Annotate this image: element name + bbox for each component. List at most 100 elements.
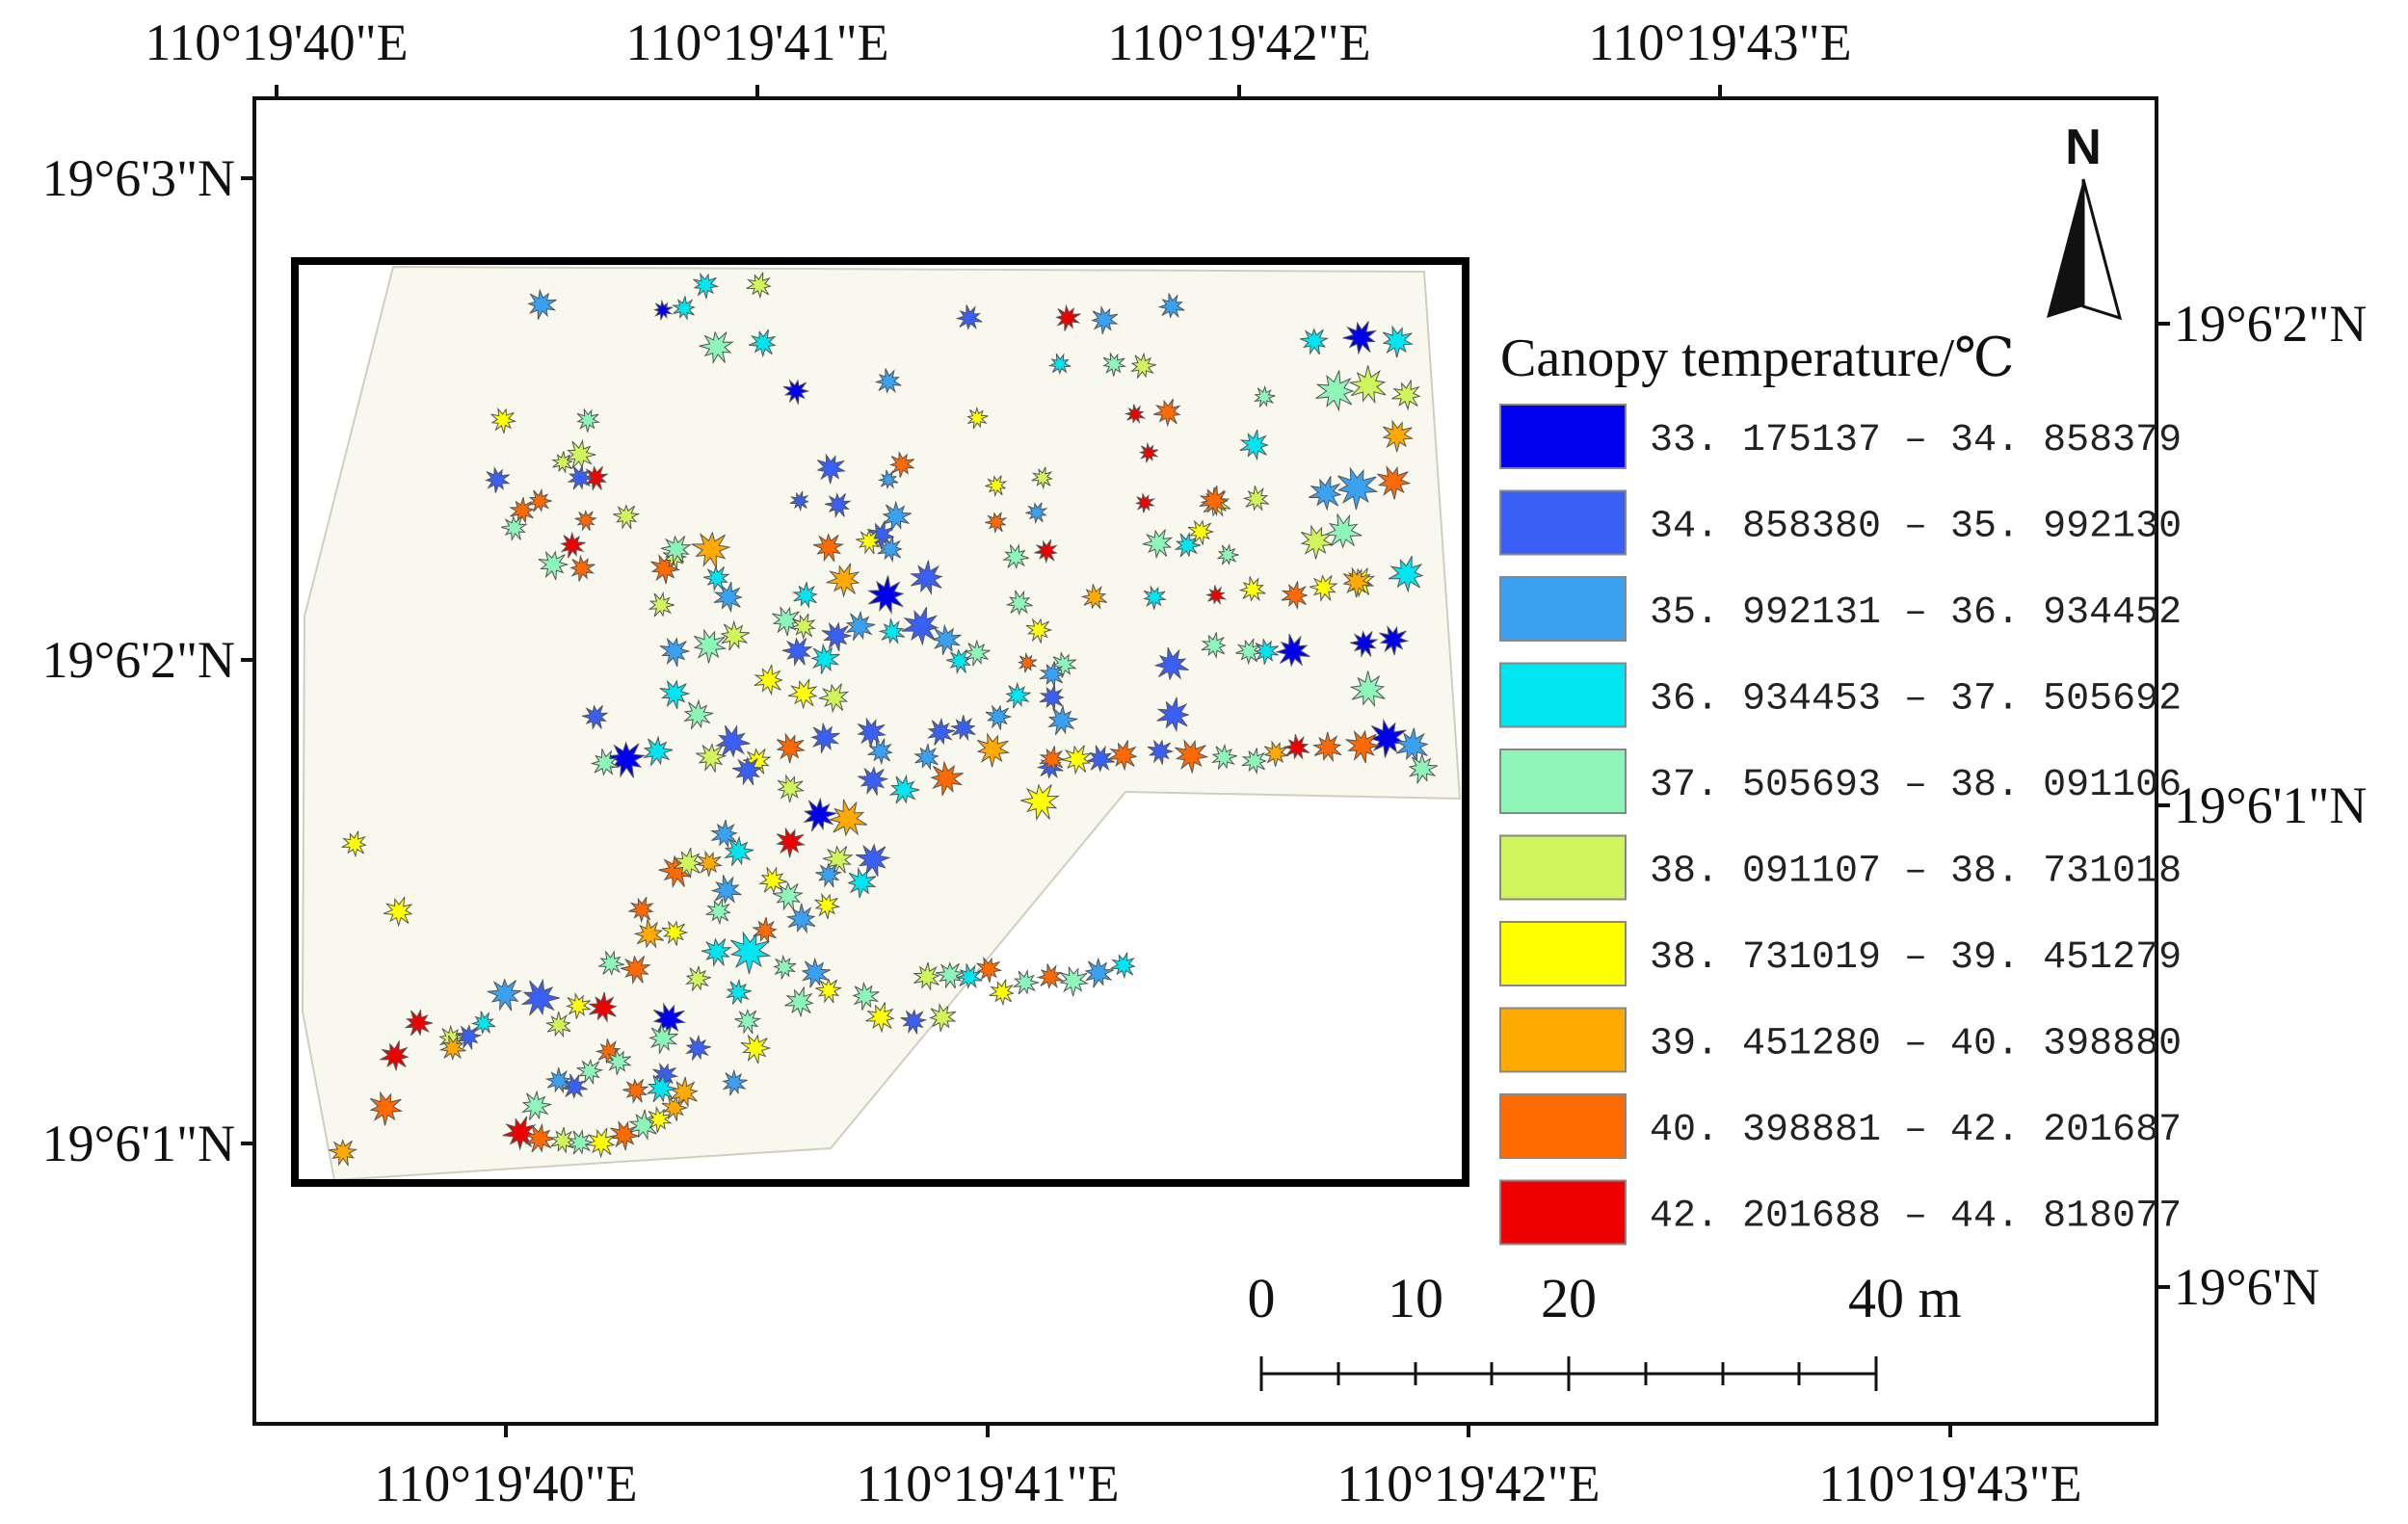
tree-crown xyxy=(966,406,989,430)
tree-crown xyxy=(685,1034,711,1061)
tree-crown xyxy=(787,678,818,710)
legend-label: 33. 175137 – 34. 858379 xyxy=(1650,419,2182,462)
legend: Canopy temperature/℃ 33. 175137 – 34. 85… xyxy=(1499,328,2182,1246)
tree-crown xyxy=(812,533,845,563)
top-lon-label-3: 110°19'42"E xyxy=(1107,13,1370,71)
top-longitude-axis: 110°19'40"E 110°19'41"E 110°19'42"E 110°… xyxy=(145,13,1852,98)
tree-crown xyxy=(985,475,1008,498)
tree-crown xyxy=(1039,661,1065,689)
tree-crown xyxy=(1108,740,1138,772)
tree-crown xyxy=(821,621,853,652)
tree-crown xyxy=(889,450,915,478)
tree-crown xyxy=(521,1090,552,1121)
tree-crown xyxy=(538,550,569,581)
tree-crown xyxy=(1211,743,1237,770)
tree-crown xyxy=(955,304,983,330)
tree-crown xyxy=(1143,585,1168,610)
tree-crown xyxy=(696,743,728,773)
tree-crown xyxy=(487,978,523,1012)
tree-crown xyxy=(858,766,889,796)
tree-crown xyxy=(857,717,887,749)
tree-crown xyxy=(936,961,966,989)
tree-crown xyxy=(734,1009,762,1035)
tree-crown xyxy=(683,698,714,730)
legend-label: 38. 731019 – 39. 451279 xyxy=(1650,936,2182,980)
left-lat-label-3: 19°6'1"N xyxy=(42,1115,235,1172)
tree-crown xyxy=(867,575,905,615)
tree-crown xyxy=(710,875,742,905)
tree-crown xyxy=(1153,398,1181,428)
legend-label: 42. 201688 – 44. 818077 xyxy=(1650,1196,2182,1239)
tree-crown xyxy=(549,1127,575,1154)
tree-crown xyxy=(697,850,724,877)
tree-crown xyxy=(1059,965,1090,997)
tree-crown xyxy=(1201,632,1227,660)
tree-crown xyxy=(693,272,720,299)
tree-crown xyxy=(789,490,809,512)
tree-crown xyxy=(1408,752,1439,784)
tree-crown xyxy=(888,774,920,804)
tree-crown xyxy=(776,732,807,764)
tree-crown xyxy=(659,637,691,668)
bottom-lon-label-1: 110°19'40"E xyxy=(374,1455,637,1512)
tree-crown xyxy=(1134,492,1156,513)
tree-crown xyxy=(1012,968,1039,995)
legend-label: 38. 091107 – 38. 731018 xyxy=(1650,851,2182,894)
legend-swatch xyxy=(1499,921,1627,986)
legend-swatch xyxy=(1499,749,1627,814)
legend-swatch xyxy=(1499,404,1627,469)
tree-crown xyxy=(1055,303,1081,331)
tree-crown xyxy=(810,722,840,753)
tree-crown xyxy=(653,299,674,321)
bottom-lon-label-2: 110°19'41"E xyxy=(856,1455,1119,1512)
tree-crown xyxy=(1199,485,1229,517)
tree-crown xyxy=(929,1002,957,1032)
left-latitude-axis: 19°6'3"N 19°6'2"N 19°6'1"N xyxy=(42,149,254,1172)
tree-crown xyxy=(847,866,877,899)
bottom-lon-label-3: 110°19'42"E xyxy=(1336,1455,1600,1512)
tree-crown xyxy=(1394,727,1429,763)
tree-crown xyxy=(1239,429,1269,461)
tree-crown xyxy=(703,565,730,592)
legend-label: 35. 992131 – 36. 934452 xyxy=(1650,591,2182,635)
bottom-longitude-axis: 110°19'40"E 110°19'41"E 110°19'42"E 110°… xyxy=(374,1424,2082,1512)
tree-crown xyxy=(1034,539,1058,565)
tree-crown xyxy=(1102,352,1127,377)
tree-crown xyxy=(628,896,654,924)
tree-crown xyxy=(782,379,810,405)
tree-crown xyxy=(989,979,1015,1007)
tree-crown xyxy=(1254,637,1280,665)
tree-crown xyxy=(1061,745,1093,775)
tree-crown xyxy=(595,1038,622,1064)
top-lon-label-2: 110°19'41"E xyxy=(625,13,888,71)
tree-crown xyxy=(913,744,939,771)
tree-crown xyxy=(877,469,899,489)
left-lat-label-1: 19°6'3"N xyxy=(42,149,235,207)
tree-crown xyxy=(1005,590,1033,616)
tree-crown xyxy=(965,639,991,667)
tree-crown xyxy=(1204,585,1228,605)
tree-crown xyxy=(673,847,702,880)
tree-crown xyxy=(1005,681,1031,709)
tree-crown xyxy=(576,407,601,433)
legend-swatch xyxy=(1499,834,1627,901)
scale-label-40m: 40 m xyxy=(1848,1267,1962,1329)
north-label: N xyxy=(2065,119,2102,175)
tree-crown xyxy=(749,328,777,358)
tree-crown xyxy=(1175,739,1209,774)
tree-crown xyxy=(815,978,843,1004)
tree-crown xyxy=(882,500,913,532)
tree-crown xyxy=(1080,584,1108,610)
tree-crown xyxy=(701,937,732,968)
tree-crown xyxy=(724,835,754,867)
tree-crown xyxy=(551,451,574,474)
tree-crown xyxy=(1349,630,1379,659)
tree-crown xyxy=(1002,543,1029,569)
tree-crown xyxy=(913,961,940,991)
tree-crown xyxy=(1157,293,1185,319)
tree-crown xyxy=(855,843,891,877)
tree-crown xyxy=(726,978,752,1005)
tree-crown xyxy=(544,1012,571,1038)
tree-crown xyxy=(610,1120,641,1151)
